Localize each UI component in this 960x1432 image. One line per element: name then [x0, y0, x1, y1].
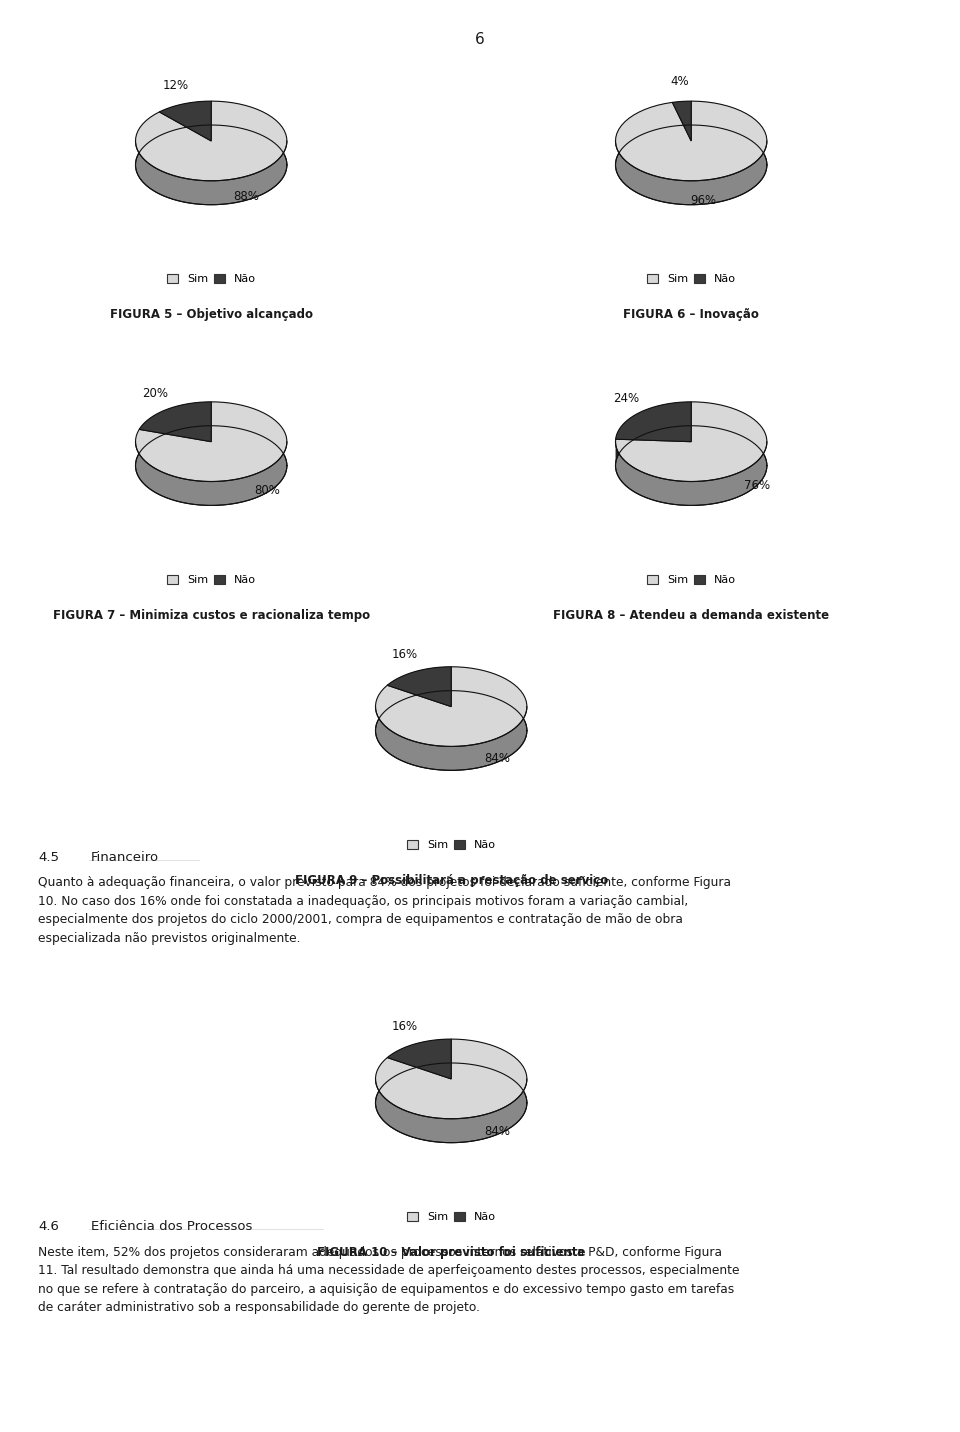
Polygon shape	[615, 102, 767, 205]
Ellipse shape	[135, 425, 287, 505]
Polygon shape	[375, 1040, 527, 1118]
Polygon shape	[135, 102, 287, 205]
Text: FIGURA 10 – Valor previsto foi suficiente: FIGURA 10 – Valor previsto foi suficient…	[317, 1246, 586, 1259]
Legend: Sim, Não: Sim, Não	[646, 573, 736, 586]
Legend: Sim, Não: Sim, Não	[406, 838, 496, 851]
Text: 84%: 84%	[484, 752, 511, 766]
Text: FIGURA 8 – Atendeu a demanda existente: FIGURA 8 – Atendeu a demanda existente	[553, 609, 829, 621]
Polygon shape	[135, 402, 287, 505]
Text: FIGURA 5 – Objetivo alcançado: FIGURA 5 – Objetivo alcançado	[109, 308, 313, 321]
Polygon shape	[672, 102, 691, 126]
Polygon shape	[615, 402, 767, 481]
Text: 88%: 88%	[233, 190, 259, 203]
Polygon shape	[135, 402, 287, 481]
Text: FIGURA 7 – Minimiza custos e racionaliza tempo: FIGURA 7 – Minimiza custos e racionaliza…	[53, 609, 370, 621]
Polygon shape	[375, 667, 527, 770]
Text: 4.6: 4.6	[38, 1220, 60, 1233]
Ellipse shape	[615, 125, 767, 205]
Polygon shape	[672, 102, 691, 140]
Text: 20%: 20%	[142, 387, 168, 400]
Legend: Sim, Não: Sim, Não	[166, 272, 256, 285]
Polygon shape	[387, 667, 451, 709]
Polygon shape	[387, 1040, 451, 1078]
Polygon shape	[615, 102, 767, 180]
Text: 76%: 76%	[744, 478, 770, 491]
Polygon shape	[139, 402, 211, 441]
Text: Financeiro: Financeiro	[91, 851, 159, 863]
Ellipse shape	[615, 425, 767, 505]
Legend: Sim, Não: Sim, Não	[166, 573, 256, 586]
Text: Neste item, 52% dos projetos consideraram adequados os processos internos relati: Neste item, 52% dos projetos considerara…	[38, 1246, 740, 1315]
Polygon shape	[375, 1040, 527, 1143]
Polygon shape	[615, 402, 691, 441]
Legend: Sim, Não: Sim, Não	[646, 272, 736, 285]
Polygon shape	[159, 102, 211, 140]
Text: 24%: 24%	[612, 391, 638, 405]
Polygon shape	[375, 667, 527, 746]
Text: 12%: 12%	[163, 79, 189, 92]
Text: 80%: 80%	[254, 484, 280, 497]
Ellipse shape	[135, 125, 287, 205]
Polygon shape	[159, 102, 211, 136]
Text: 84%: 84%	[484, 1124, 511, 1138]
Polygon shape	[615, 402, 767, 505]
Polygon shape	[387, 667, 451, 706]
Polygon shape	[387, 1040, 451, 1081]
Text: 16%: 16%	[392, 1020, 419, 1032]
Text: 4%: 4%	[670, 74, 688, 89]
Polygon shape	[135, 102, 287, 180]
Ellipse shape	[375, 1063, 527, 1143]
Text: Quanto à adequação financeira, o valor previsto para 84% dos projetos foi declar: Quanto à adequação financeira, o valor p…	[38, 876, 732, 945]
Polygon shape	[139, 402, 211, 454]
Text: 16%: 16%	[392, 647, 419, 660]
Text: Eficiência dos Processos: Eficiência dos Processos	[91, 1220, 252, 1233]
Polygon shape	[615, 402, 691, 463]
Text: FIGURA 6 – Inovação: FIGURA 6 – Inovação	[623, 308, 759, 321]
Legend: Sim, Não: Sim, Não	[406, 1210, 496, 1223]
Text: 4.5: 4.5	[38, 851, 60, 863]
Text: FIGURA 9 – Possibilitará a prestação de serviço: FIGURA 9 – Possibilitará a prestação de …	[295, 874, 608, 886]
Ellipse shape	[375, 690, 527, 770]
Text: 96%: 96%	[690, 193, 716, 206]
Text: 6: 6	[475, 32, 485, 46]
